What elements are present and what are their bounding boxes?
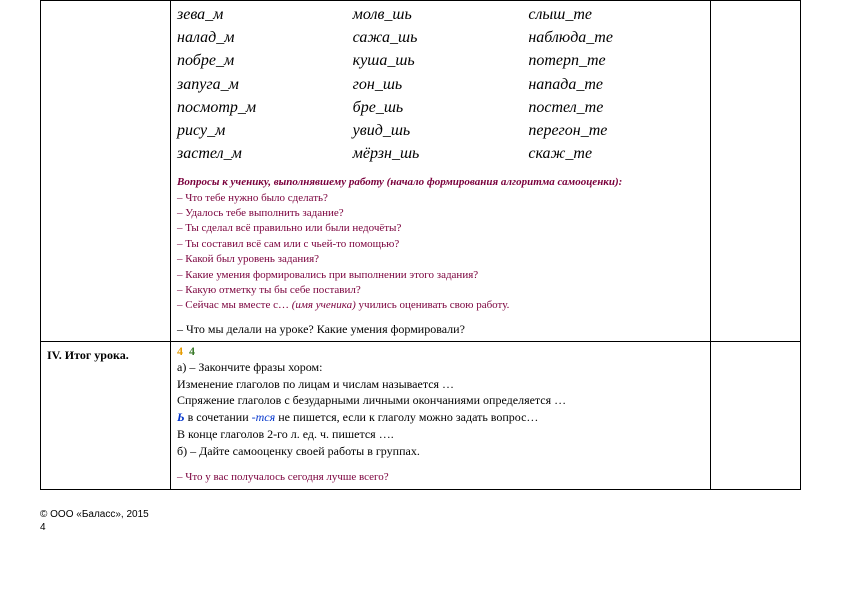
footer: © ООО «Баласс», 2015 4 — [40, 508, 842, 534]
blue-m: -тся — [252, 410, 276, 424]
word: мёрзн_шь — [353, 142, 529, 165]
word: перегон_те — [528, 119, 704, 142]
word: бре_шь — [353, 96, 529, 119]
content-table: зева_м налад_м побре_м запуга_м посмотр_… — [40, 0, 801, 490]
l3-mid: в сочетании — [185, 410, 252, 424]
word: посмотр_м — [177, 96, 353, 119]
cell-right-empty-2 — [711, 341, 801, 489]
question-last-suffix: учились оценивать свою работу. — [356, 299, 510, 311]
section-nums: 4 4 — [177, 344, 704, 359]
word: налад_м — [177, 26, 353, 49]
question-item: – Что тебе нужно было сделать? — [177, 191, 704, 206]
question-item: – Ты составил всё сам или с чьей-то помо… — [177, 237, 704, 252]
word: запуга_м — [177, 73, 353, 96]
num-green: 4 — [189, 344, 195, 358]
word-col-3: слыш_те наблюда_те потерп_те напада_те п… — [528, 3, 704, 165]
cell-section-body: 4 4 а) – Закончите фразы хором: Изменени… — [171, 341, 711, 489]
task-maroon: – Что у вас получалось сегодня лучше все… — [177, 470, 704, 485]
task-a-intro: а) – Закончите фразы хором: — [177, 359, 704, 376]
question-item: – Какой был уровень задания? — [177, 252, 704, 267]
question-last-prefix: – Сейчас мы вместе с… — [177, 299, 292, 311]
question-item-last: – Сейчас мы вместе с… (имя ученика) учил… — [177, 298, 704, 313]
word-col-1: зева_м налад_м побре_м запуга_м посмотр_… — [177, 3, 353, 165]
word: гон_шь — [353, 73, 529, 96]
task-b-intro: б) – Дайте самооценку своей работы в гру… — [177, 443, 704, 460]
word: зева_м — [177, 3, 353, 26]
section-label: IV. Итог урока. — [47, 348, 164, 363]
word: напада_те — [528, 73, 704, 96]
task-line: Изменение глаголов по лицам и числам наз… — [177, 376, 704, 393]
word-col-2: молв_шь сажа_шь куша_шь гон_шь бре_шь ув… — [353, 3, 529, 165]
word: слыш_те — [528, 3, 704, 26]
footer-copyright: © ООО «Баласс», 2015 — [40, 508, 842, 521]
word: постел_те — [528, 96, 704, 119]
word: куша_шь — [353, 49, 529, 72]
final-question: – Что мы делали на уроке? Какие умения ф… — [177, 322, 704, 337]
question-item: – Какую отметку ты бы себе поставил? — [177, 283, 704, 298]
question-last-em: (имя ученика) — [292, 299, 356, 311]
word: рису_м — [177, 119, 353, 142]
questions-title: Вопросы к ученику, выполнявшему работу (… — [177, 175, 704, 190]
task-line: В конце глаголов 2-го л. ед. ч. пишется … — [177, 426, 704, 443]
cell-left-empty — [41, 1, 171, 342]
num-orange: 4 — [177, 344, 183, 358]
questions-block: Вопросы к ученику, выполнявшему работу (… — [177, 175, 704, 314]
word-columns: зева_м налад_м побре_м запуга_м посмотр_… — [177, 3, 704, 165]
tasks-block: а) – Закончите фразы хором: Изменение гл… — [177, 359, 704, 485]
word: наблюда_те — [528, 26, 704, 49]
task-line-3: Ь в сочетании -тся не пишется, если к гл… — [177, 409, 704, 426]
word: застел_м — [177, 142, 353, 165]
word: сажа_шь — [353, 26, 529, 49]
cell-right-empty — [711, 1, 801, 342]
word: увид_шь — [353, 119, 529, 142]
question-item: – Ты сделал всё правильно или были недоч… — [177, 221, 704, 236]
footer-page: 4 — [40, 521, 842, 534]
blue-b: Ь — [177, 410, 185, 424]
l3-end: не пишется, если к глаголу можно задать … — [275, 410, 538, 424]
cell-main-top: зева_м налад_м побре_м запуга_м посмотр_… — [171, 1, 711, 342]
cell-section-label: IV. Итог урока. — [41, 341, 171, 489]
word: побре_м — [177, 49, 353, 72]
word: потерп_те — [528, 49, 704, 72]
question-item: – Какие умения формировались при выполне… — [177, 268, 704, 283]
task-line: Спряжение глаголов с безударными личными… — [177, 392, 704, 409]
word: молв_шь — [353, 3, 529, 26]
question-item: – Удалось тебе выполнить задание? — [177, 206, 704, 221]
word: скаж_те — [528, 142, 704, 165]
